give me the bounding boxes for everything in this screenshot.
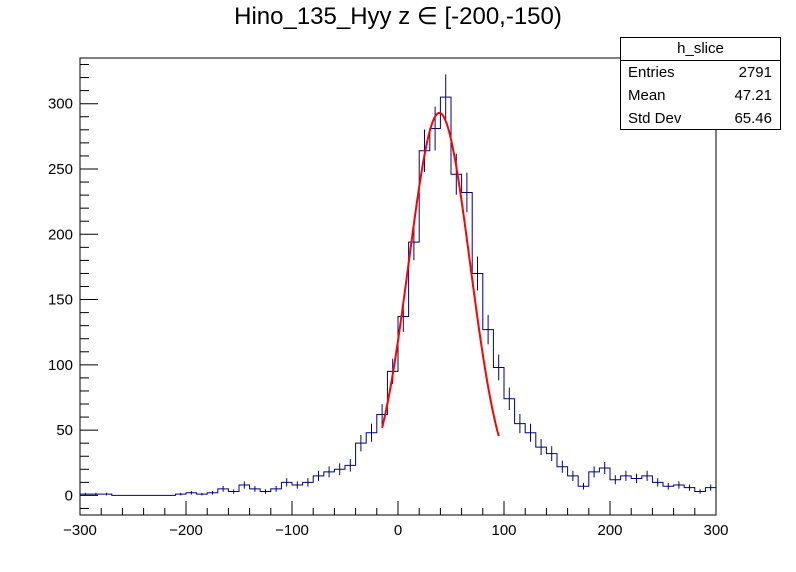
y-tick-label: 0 <box>65 487 73 504</box>
stats-label: Std Dev <box>628 110 682 127</box>
stats-value: 2791 <box>738 64 772 81</box>
x-tick-label: 0 <box>394 522 402 539</box>
fit-curve-series <box>381 111 500 437</box>
fit-curve <box>381 111 500 437</box>
y-tick-label: 150 <box>48 292 73 309</box>
stats-value: 65.46 <box>734 110 772 127</box>
y-tick-label: 300 <box>48 96 73 113</box>
stats-box: h_slice Entries 2791 Mean 47.21 Std Dev … <box>620 37 781 130</box>
y-tick-label: 200 <box>48 226 73 243</box>
x-tick-label: 100 <box>491 522 516 539</box>
stats-value: 47.21 <box>734 87 772 104</box>
y-tick-label: 50 <box>56 422 73 439</box>
histogram-series <box>80 74 716 496</box>
axis-ticks <box>79 64 717 515</box>
stats-label: Entries <box>628 64 675 81</box>
stats-box-title: h_slice <box>621 38 780 61</box>
x-tick-label: −200 <box>169 522 203 539</box>
x-tick-label: −100 <box>275 522 309 539</box>
x-tick-label: 300 <box>703 522 728 539</box>
stats-label: Mean <box>628 87 666 104</box>
stats-row-entries: Entries 2791 <box>621 61 780 84</box>
x-tick-label: 200 <box>597 522 622 539</box>
x-tick-label: −300 <box>63 522 97 539</box>
histogram-outline <box>80 96 716 496</box>
axis-tick-labels: −300 −200 −100 0 100 200 300 0 50 100 150 200 250 300 <box>48 96 729 539</box>
chart-title: Hino_135_Hyy z ∈ [-200,-150) <box>234 3 562 30</box>
stats-row-mean: Mean 47.21 <box>621 84 780 107</box>
stats-row-stddev: Std Dev 65.46 <box>621 107 780 130</box>
y-tick-label: 250 <box>48 161 73 178</box>
y-tick-label: 100 <box>48 357 73 374</box>
